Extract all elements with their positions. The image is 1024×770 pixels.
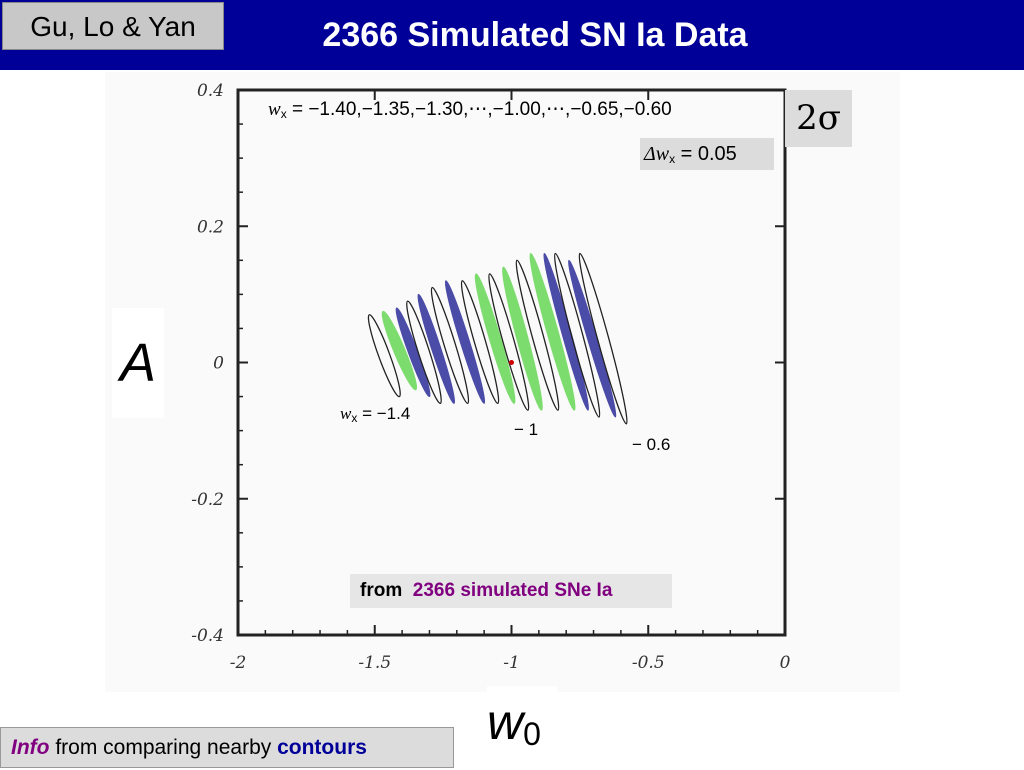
info-caption: Info from comparing nearby contours	[0, 727, 454, 768]
contour-wx-m1p15	[430, 286, 470, 405]
contour-wx-m0p95	[488, 273, 530, 411]
y-tick-label: 0.2	[197, 217, 224, 237]
contour-layer	[367, 252, 628, 425]
source-highlight: 2366 simulated SNe Ia	[412, 580, 613, 601]
x-tick-label: 0	[780, 653, 791, 673]
contour-wx-m0p6	[578, 252, 628, 425]
slide-title: 2366 Simulated SN Ia Data	[322, 16, 748, 54]
x-axis-label: w0	[487, 686, 557, 758]
x-tick-label: -1	[503, 653, 520, 673]
wx-symbol: w	[268, 99, 281, 120]
contour-label-left: wx = −1.4	[340, 404, 410, 425]
contour-wx-m1p05	[460, 280, 500, 405]
y-tick-label: 0.4	[197, 81, 224, 101]
contour-wx-m1p35	[381, 310, 418, 391]
y-axis-label: A	[112, 308, 164, 418]
label-left-symbol: w	[340, 404, 352, 423]
x-tick-label: -1.5	[358, 653, 391, 673]
contour-wx-m1p25	[406, 300, 442, 405]
wx-values-annotation: wx = −1.40,−1.35,−1.30,⋯,−1.00,⋯,−0.65,−…	[268, 96, 672, 128]
label-left-subscript: x	[351, 411, 358, 425]
contour-label-mid: − 1	[514, 420, 539, 439]
y-tick-label: -0.4	[191, 626, 224, 646]
contour-wx-m1	[474, 273, 516, 404]
source-prefix: from	[360, 580, 403, 601]
y-tick-label: 0	[213, 354, 224, 374]
contour-wx-m0p8	[529, 252, 576, 411]
y-tick-label: -0.2	[191, 490, 224, 510]
label-left-text: = −1.4	[357, 404, 411, 423]
tick-labels: -2 -1.5 -1 -0.5 0 -0.4 -0.2 0 0.2 0.4	[191, 81, 790, 673]
delta-wx-symbol: Δw	[644, 143, 670, 165]
contour-wx-m1p4	[367, 314, 401, 398]
best-fit-marker	[509, 360, 514, 365]
x-tick-label: -2	[230, 653, 247, 673]
contour-wx-m0p7	[553, 252, 601, 418]
contour-label-right: − 0.6	[632, 435, 671, 454]
delta-wx-text: = 0.05	[675, 143, 737, 165]
info-contours: contours	[277, 736, 367, 759]
contour-wx-m1p1	[444, 280, 486, 404]
axes	[236, 88, 787, 637]
x-axis-subscript: 0	[523, 716, 541, 752]
contour-wx-m0p9	[502, 266, 543, 411]
x-tick-label: -0.5	[632, 653, 665, 673]
delta-wx-annotation: Δwx = 0.05	[640, 138, 774, 170]
authors-label: Gu, Lo & Yan	[2, 2, 224, 50]
confidence-badge: 2σ	[785, 90, 852, 147]
delta-wx-subscript: x	[669, 152, 676, 166]
source-note: from 2366 simulated SNe Ia	[350, 574, 672, 608]
contour-wx-m1p2	[417, 293, 456, 404]
wx-values-text: = −1.40,−1.35,−1.30,⋯,−1.00,⋯,−0.65,−0.6…	[286, 99, 672, 120]
info-middle: from comparing nearby	[49, 736, 278, 759]
wx-subscript: x	[280, 107, 287, 121]
contour-wx-m0p85	[515, 259, 560, 411]
info-word: Info	[11, 736, 50, 759]
x-axis-symbol: w	[487, 694, 524, 750]
